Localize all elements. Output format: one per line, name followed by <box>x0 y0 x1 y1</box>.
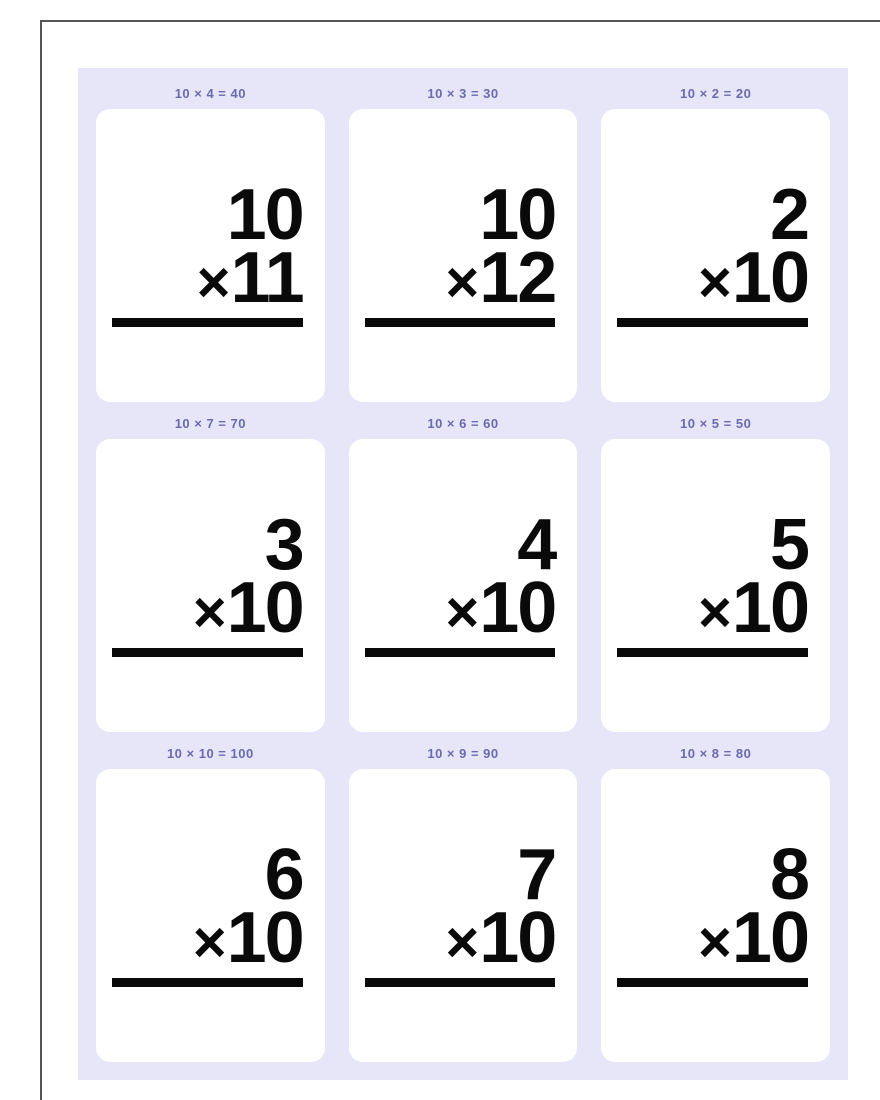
multiplier-row: × 10 <box>445 907 555 970</box>
multiply-icon: × <box>698 587 730 638</box>
flashcard: 6 × 10 <box>96 769 325 1062</box>
flashcard: 5 × 10 <box>601 439 830 732</box>
multiply-icon: × <box>698 917 730 968</box>
answer-rule <box>112 318 303 327</box>
answer-rule <box>112 648 303 657</box>
answer-rule <box>617 648 808 657</box>
flashcard-cell: 10 × 9 = 90 7 × 10 <box>349 736 578 1062</box>
multiply-icon: × <box>193 917 225 968</box>
multiplier: 10 <box>227 907 303 970</box>
multiplication-problem: 8 × 10 <box>617 844 814 988</box>
multiplication-problem: 5 × 10 <box>617 514 814 658</box>
multiplier: 10 <box>732 907 808 970</box>
answer-label: 10 × 10 = 100 <box>167 736 254 769</box>
multiplier-row: × 10 <box>193 577 303 640</box>
multiplier: 10 <box>227 577 303 640</box>
answer-rule <box>617 318 808 327</box>
multiplication-problem: 3 × 10 <box>112 514 309 658</box>
answer-label: 10 × 3 = 30 <box>427 76 498 109</box>
multiplier-row: × 11 <box>197 247 303 310</box>
multiply-icon: × <box>197 257 229 308</box>
flashcard-cell: 10 × 7 = 70 3 × 10 <box>96 406 325 732</box>
multiplier: 10 <box>732 577 808 640</box>
flashcard: 7 × 10 <box>349 769 578 1062</box>
flashcard-cell: 10 × 2 = 20 2 × 10 <box>601 76 830 402</box>
flashcard-cell: 10 × 6 = 60 4 × 10 <box>349 406 578 732</box>
multiplier-row: × 10 <box>698 247 808 310</box>
multiplication-problem: 10 × 12 <box>365 184 562 328</box>
multiplier: 11 <box>231 247 303 310</box>
flashcard: 2 × 10 <box>601 109 830 402</box>
answer-label: 10 × 7 = 70 <box>175 406 246 439</box>
multiply-icon: × <box>445 587 477 638</box>
flashcard: 3 × 10 <box>96 439 325 732</box>
flashcard: 10 × 12 <box>349 109 578 402</box>
answer-rule <box>112 978 303 987</box>
multiplication-problem: 7 × 10 <box>365 844 562 988</box>
page-frame: 10 × 4 = 40 10 × 11 10 × 3 = 30 10 <box>40 20 880 1100</box>
multiply-icon: × <box>698 257 730 308</box>
flashcard-sheet: 10 × 4 = 40 10 × 11 10 × 3 = 30 10 <box>78 68 848 1080</box>
multiplication-problem: 6 × 10 <box>112 844 309 988</box>
multiplier-row: × 10 <box>698 577 808 640</box>
answer-rule <box>617 978 808 987</box>
answer-rule <box>365 648 556 657</box>
answer-label: 10 × 5 = 50 <box>680 406 751 439</box>
flashcard-cell: 10 × 10 = 100 6 × 10 <box>96 736 325 1062</box>
multiply-icon: × <box>445 257 477 308</box>
multiplier: 10 <box>732 247 808 310</box>
answer-label: 10 × 6 = 60 <box>427 406 498 439</box>
answer-rule <box>365 978 556 987</box>
multiplier-row: × 10 <box>445 577 555 640</box>
flashcard-cell: 10 × 3 = 30 10 × 12 <box>349 76 578 402</box>
multiply-icon: × <box>445 917 477 968</box>
flashcard: 4 × 10 <box>349 439 578 732</box>
multiplier: 10 <box>479 577 555 640</box>
multiplier-row: × 10 <box>698 907 808 970</box>
multiplier: 10 <box>479 907 555 970</box>
multiplication-problem: 4 × 10 <box>365 514 562 658</box>
answer-label: 10 × 4 = 40 <box>175 76 246 109</box>
multiplier-row: × 12 <box>445 247 555 310</box>
flashcard-cell: 10 × 8 = 80 8 × 10 <box>601 736 830 1062</box>
multiplication-problem: 2 × 10 <box>617 184 814 328</box>
multiplication-problem: 10 × 11 <box>112 184 309 328</box>
answer-rule <box>365 318 556 327</box>
answer-label: 10 × 9 = 90 <box>427 736 498 769</box>
flashcard-cell: 10 × 5 = 50 5 × 10 <box>601 406 830 732</box>
flashcard: 8 × 10 <box>601 769 830 1062</box>
answer-label: 10 × 2 = 20 <box>680 76 751 109</box>
answer-label: 10 × 8 = 80 <box>680 736 751 769</box>
flashcard: 10 × 11 <box>96 109 325 402</box>
multiplier: 12 <box>479 247 555 310</box>
multiplier-row: × 10 <box>193 907 303 970</box>
flashcard-cell: 10 × 4 = 40 10 × 11 <box>96 76 325 402</box>
multiply-icon: × <box>193 587 225 638</box>
